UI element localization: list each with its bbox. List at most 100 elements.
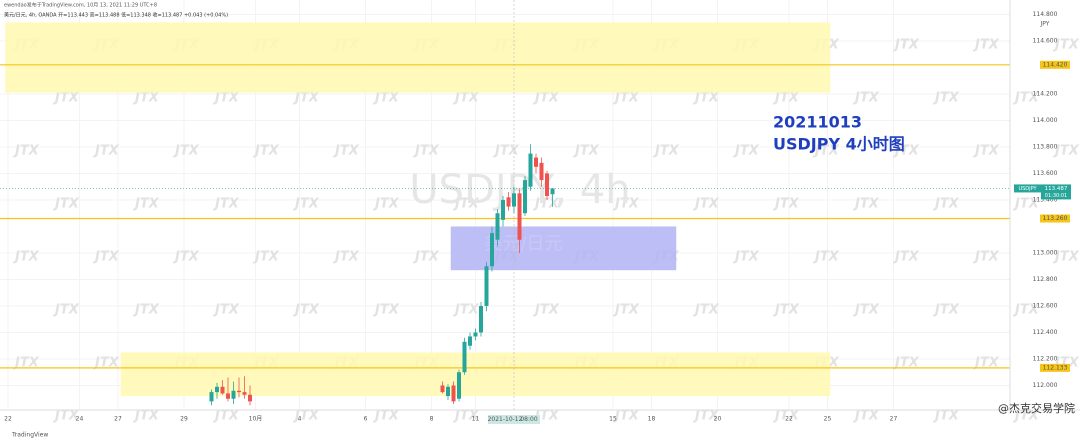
watermark: JTX	[132, 197, 160, 212]
watermark: JTX	[692, 303, 720, 318]
watermark: JTX	[492, 144, 520, 159]
watermark: JTX	[612, 197, 640, 212]
x-tick-label: 18	[648, 416, 656, 423]
watermark: JTX	[892, 144, 920, 159]
y-tick-label: 112.800	[1033, 276, 1058, 283]
candle-body	[226, 393, 230, 399]
price-badge-label: 113.260	[1043, 215, 1068, 222]
annotation-date: 20211013	[773, 113, 862, 132]
zone	[5, 22, 831, 93]
watermark: JTX	[932, 197, 960, 212]
zone-watermark: 美元/日元	[484, 233, 562, 254]
watermark: JTX	[852, 303, 880, 318]
candle-body	[215, 386, 219, 393]
watermark: JTX	[252, 250, 280, 265]
candle-body	[539, 162, 544, 181]
watermark: JTX	[332, 250, 360, 265]
watermark: JTX	[812, 144, 840, 159]
candle-body	[545, 173, 549, 196]
watermark: JTX	[52, 303, 80, 318]
y-tick-label: 112.600	[1033, 302, 1058, 309]
watermark: JTX	[1012, 409, 1040, 424]
watermark: JTX	[692, 91, 720, 106]
candle-body	[501, 199, 505, 220]
watermark: JTX	[732, 250, 760, 265]
watermark: JTX	[892, 38, 920, 53]
watermark: JTX	[972, 144, 1000, 159]
candle-body	[237, 390, 241, 393]
watermark: JTX	[972, 38, 1000, 53]
symbol-badge: USDJPY	[1018, 186, 1037, 192]
watermark: JTX	[1012, 303, 1040, 318]
watermark: JTX	[452, 91, 480, 106]
candle-body	[490, 233, 494, 267]
watermark: JTX	[692, 409, 720, 424]
y-tick-label: 112.000	[1033, 382, 1058, 389]
watermark: JTX	[932, 409, 960, 424]
x-tick-label: 22	[785, 416, 793, 423]
header-line: 美元/日元, 4h, OANDA 开=113.443 高=113.488 低=1…	[4, 12, 228, 19]
candle-body	[440, 385, 445, 393]
watermark: JTX	[1012, 197, 1040, 212]
candle-body	[484, 266, 489, 306]
zone	[450, 226, 677, 271]
watermark: JTX	[772, 409, 800, 424]
x-tick-label: 25	[824, 416, 832, 423]
annotation-title: USDJPY 4小时图	[773, 135, 905, 154]
watermark: JTX	[292, 303, 320, 318]
watermark: JTX	[772, 303, 800, 318]
last-price: 113.487	[1045, 186, 1068, 192]
watermark: JTX	[772, 197, 800, 212]
y-tick-label: 113.800	[1033, 143, 1058, 150]
price-badge	[1040, 60, 1070, 69]
candle-body	[479, 305, 483, 333]
watermark: JTX	[12, 356, 40, 371]
candle-body	[248, 394, 252, 402]
y-tick-label: 114.800	[1033, 11, 1058, 18]
watermark: JTX	[292, 409, 320, 424]
y-tick-label: 112.400	[1033, 329, 1058, 336]
watermark: JTX	[452, 197, 480, 212]
watermark: JTX	[532, 91, 560, 106]
candle-body	[473, 332, 478, 337]
x-tick-label: 27	[114, 416, 122, 423]
candle-body	[451, 385, 456, 402]
credit: @杰克交易学院	[998, 401, 1075, 415]
y-tick-label: 112.200	[1033, 355, 1058, 362]
watermark: JTX	[52, 91, 80, 106]
candle-body	[528, 153, 533, 187]
x-tick-label: 24	[76, 416, 84, 423]
watermark: JTX	[932, 91, 960, 106]
price-badge-label: 114.420	[1043, 61, 1068, 68]
watermark: JTX	[412, 250, 440, 265]
watermark: JTX	[132, 409, 160, 424]
watermark: JTX	[852, 197, 880, 212]
candle-body	[512, 193, 516, 207]
watermark: JTX	[172, 250, 200, 265]
watermark: JTX	[1052, 144, 1080, 159]
watermark: JTX	[972, 250, 1000, 265]
watermark: JTX	[852, 91, 880, 106]
watermark: JTX	[1012, 91, 1040, 106]
price-badge	[1040, 214, 1070, 223]
candle-body	[457, 372, 461, 399]
y-tick-label: 114.600	[1033, 37, 1058, 44]
countdown: 01:30:01	[1045, 193, 1067, 199]
watermark: JTX	[612, 303, 640, 318]
watermark: JTX	[572, 144, 600, 159]
watermark: JTX	[372, 197, 400, 212]
watermark: JTX	[132, 303, 160, 318]
y-tick-label: 113.600	[1033, 170, 1058, 177]
watermark: JTX	[92, 356, 120, 371]
watermark: JTX	[772, 91, 800, 106]
symbol-badge-bg	[1014, 184, 1041, 193]
x-tick-label: 27	[890, 416, 898, 423]
candle-body	[209, 392, 214, 402]
watermark: JTX	[52, 409, 80, 424]
watermark: JTX	[212, 303, 240, 318]
watermark: JTX	[412, 144, 440, 159]
watermark: JTX	[612, 409, 640, 424]
watermark: JTX	[212, 197, 240, 212]
watermark: JTX	[1052, 38, 1080, 53]
